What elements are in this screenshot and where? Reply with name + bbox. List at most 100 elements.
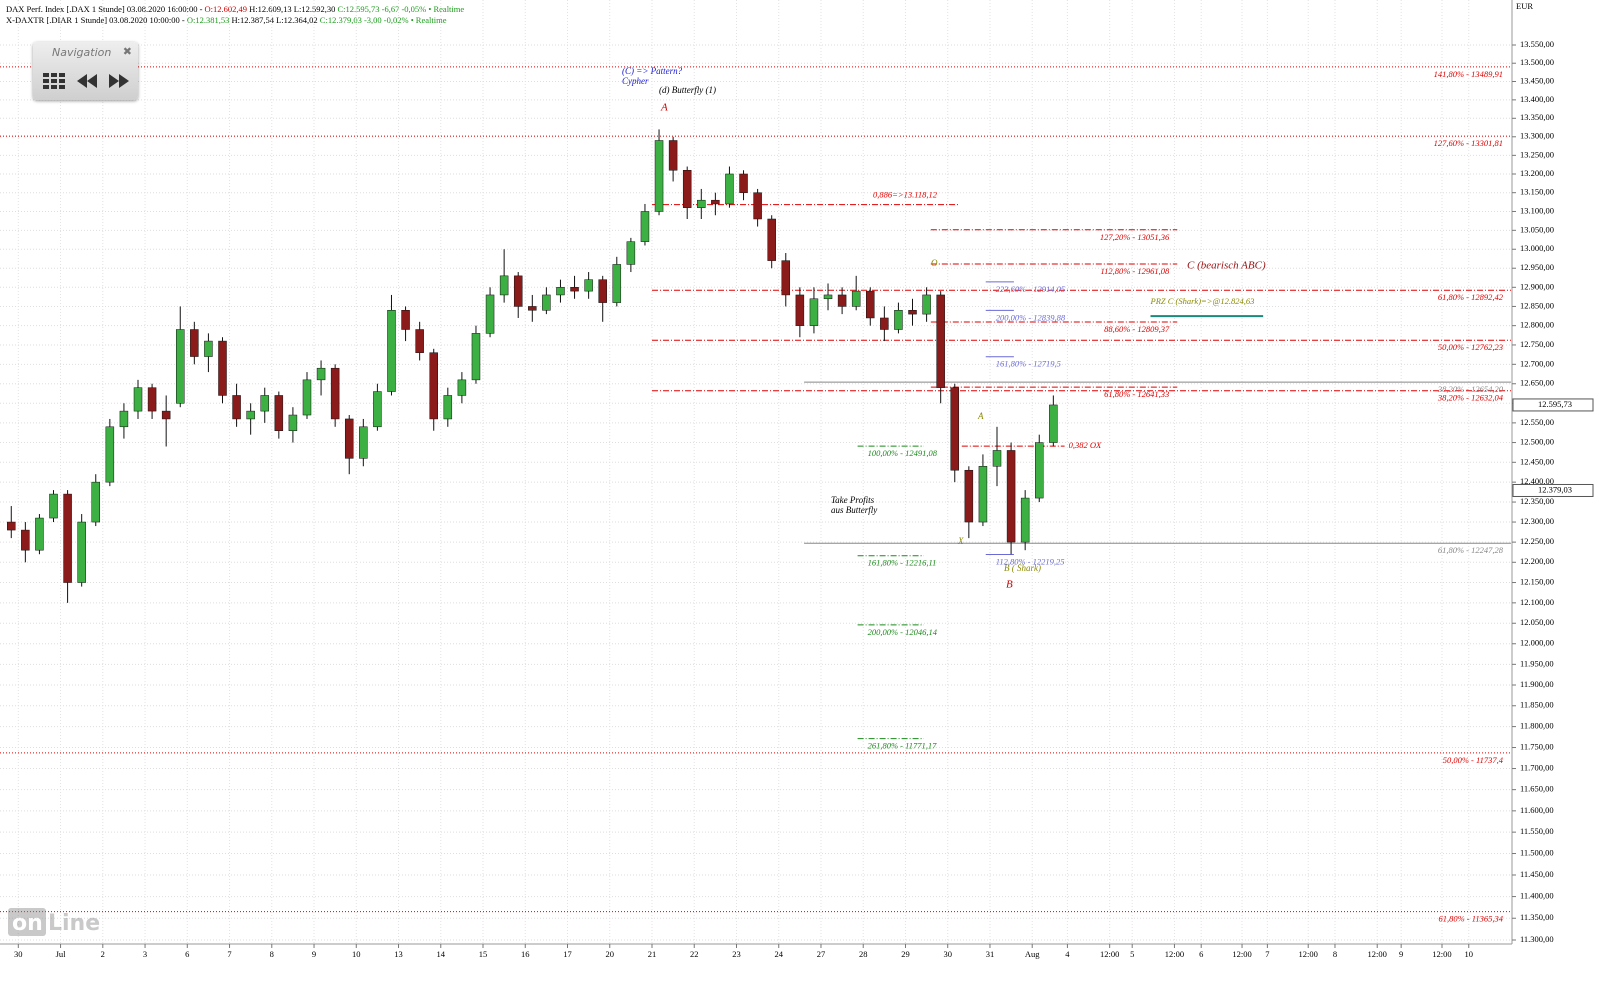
y-tick-label: 13.100,00 <box>1520 205 1554 215</box>
navigation-panel: Navigation ✖ <box>33 42 138 100</box>
level-label: 223,60% - 12914,05 <box>996 284 1065 294</box>
grid-button[interactable] <box>43 73 65 89</box>
x-tick-label: 12:00 <box>1232 949 1251 959</box>
x-tick-label: 24 <box>774 949 783 959</box>
y-tick-label: 13.500,00 <box>1520 57 1554 67</box>
y-tick-label: 11.950,00 <box>1520 658 1554 668</box>
x-tick-label: 20 <box>606 949 615 959</box>
navigation-buttons <box>43 73 129 89</box>
y-tick-label: 11.350,00 <box>1520 912 1554 922</box>
y-tick-label: 13.350,00 <box>1520 112 1554 122</box>
candle-body <box>190 329 199 357</box>
candle-body <box>739 173 748 193</box>
level-label: 61,80% - 12247,28 <box>1438 545 1504 555</box>
candle-body <box>133 387 143 412</box>
y-tick-label: 12.750,00 <box>1520 339 1554 349</box>
candle-body <box>711 199 720 205</box>
level-label: 61,80% - 12641,33 <box>1104 389 1169 399</box>
y-tick-label: 11.850,00 <box>1520 700 1554 710</box>
y-tick-label: 13.050,00 <box>1520 224 1554 234</box>
level-label: 88,60% - 12809,37 <box>1104 324 1170 334</box>
x-tick-label: 27 <box>817 949 826 959</box>
candle-body <box>288 414 298 431</box>
level-label: 38,20% - 12654,20 <box>1437 384 1504 394</box>
candle-body <box>1035 442 1044 499</box>
price-marker-label: 12.379,03 <box>1538 484 1572 494</box>
level-label: 161,80% - 12719,5 <box>996 359 1061 369</box>
candle-body <box>584 279 593 292</box>
candle-body <box>204 340 213 357</box>
candle-body <box>1020 497 1030 543</box>
level-label: 141,80% - 13489,91 <box>1434 69 1503 79</box>
x-tick-label: 4 <box>1065 949 1070 959</box>
annotation: C (bearisch ABC) <box>1187 260 1266 272</box>
candle-body <box>753 192 762 220</box>
logo-text: on <box>12 911 43 936</box>
candle-body <box>1006 450 1016 543</box>
x-tick-label: 2 <box>101 949 105 959</box>
header-part: DAX Perf. Index [.DAX 1 Stunde] 03.08.20… <box>6 4 205 14</box>
x-tick-label: 21 <box>648 949 657 959</box>
y-tick-label: 12.700,00 <box>1520 358 1554 368</box>
close-button[interactable]: ✖ <box>122 45 132 58</box>
candle-body <box>232 395 241 420</box>
candle-body <box>63 493 72 583</box>
header-part: O:12.381,53 <box>187 15 230 25</box>
candle-body <box>922 294 931 315</box>
forward-button[interactable] <box>109 74 129 88</box>
candle-body <box>401 310 410 330</box>
y-tick-label: 11.550,00 <box>1520 826 1554 836</box>
level-label: 200,00% - 12839,88 <box>996 312 1066 322</box>
y-tick-label: 12.850,00 <box>1520 300 1554 310</box>
annotation: Take Profits <box>831 495 875 505</box>
candle-body <box>49 493 58 519</box>
x-tick-label: 29 <box>901 949 910 959</box>
x-tick-label: 12:00 <box>1432 949 1451 959</box>
level-label: 61,80% - 11365,34 <box>1438 914 1503 924</box>
level-label: 100,00% - 12491,08 <box>868 448 938 458</box>
y-tick-label: 12.950,00 <box>1520 262 1554 272</box>
x-tick-label: 31 <box>986 949 995 959</box>
candle-body <box>978 466 988 523</box>
logo: on Line <box>8 908 100 936</box>
candle-body <box>218 340 227 396</box>
price-marker-box <box>1512 398 1594 412</box>
candle-body <box>809 298 819 326</box>
candle-body <box>781 260 791 296</box>
x-tick-label: 15 <box>479 949 488 959</box>
y-tick-label: 11.300,00 <box>1520 934 1554 944</box>
candle-body <box>894 310 903 330</box>
candle-body <box>851 290 861 307</box>
x-tick-label: 14 <box>437 949 446 959</box>
candle-body <box>105 426 115 483</box>
y-tick-label: 13.200,00 <box>1520 168 1554 178</box>
candle-body <box>880 317 889 330</box>
y-tick-label: 12.050,00 <box>1520 617 1554 627</box>
y-tick-label: 12.400,00 <box>1520 476 1554 486</box>
level-label: 200,00% - 12046,14 <box>868 627 938 637</box>
level-label: 50,00% - 11737,4 <box>1443 755 1504 765</box>
candle-body <box>837 294 847 307</box>
candle-body <box>640 211 650 242</box>
logo-text: Line <box>48 911 100 936</box>
x-tick-label: 17 <box>563 949 572 959</box>
y-tick-label: 13.300,00 <box>1520 131 1554 141</box>
candle-body <box>528 306 537 311</box>
y-tick-label: 11.900,00 <box>1520 679 1554 689</box>
y-tick-label: 12.500,00 <box>1520 437 1554 447</box>
candle-body <box>950 387 960 471</box>
x-tick-label: Jul <box>56 949 67 959</box>
level-label: 112,80% - 12961,08 <box>1100 266 1170 276</box>
candle-body <box>161 410 171 420</box>
x-tick-label: 12:00 <box>1165 949 1184 959</box>
y-tick-label: 13.250,00 <box>1520 149 1554 159</box>
x-tick-label: 3 <box>143 949 147 959</box>
candle-body <box>612 264 622 303</box>
candle-body <box>471 333 481 381</box>
candle-body <box>147 387 157 412</box>
header-part: C:12.595,73 -6,67 -0,05% • Realtime <box>335 4 464 14</box>
back-button[interactable] <box>77 74 97 88</box>
candle-body <box>260 395 269 412</box>
